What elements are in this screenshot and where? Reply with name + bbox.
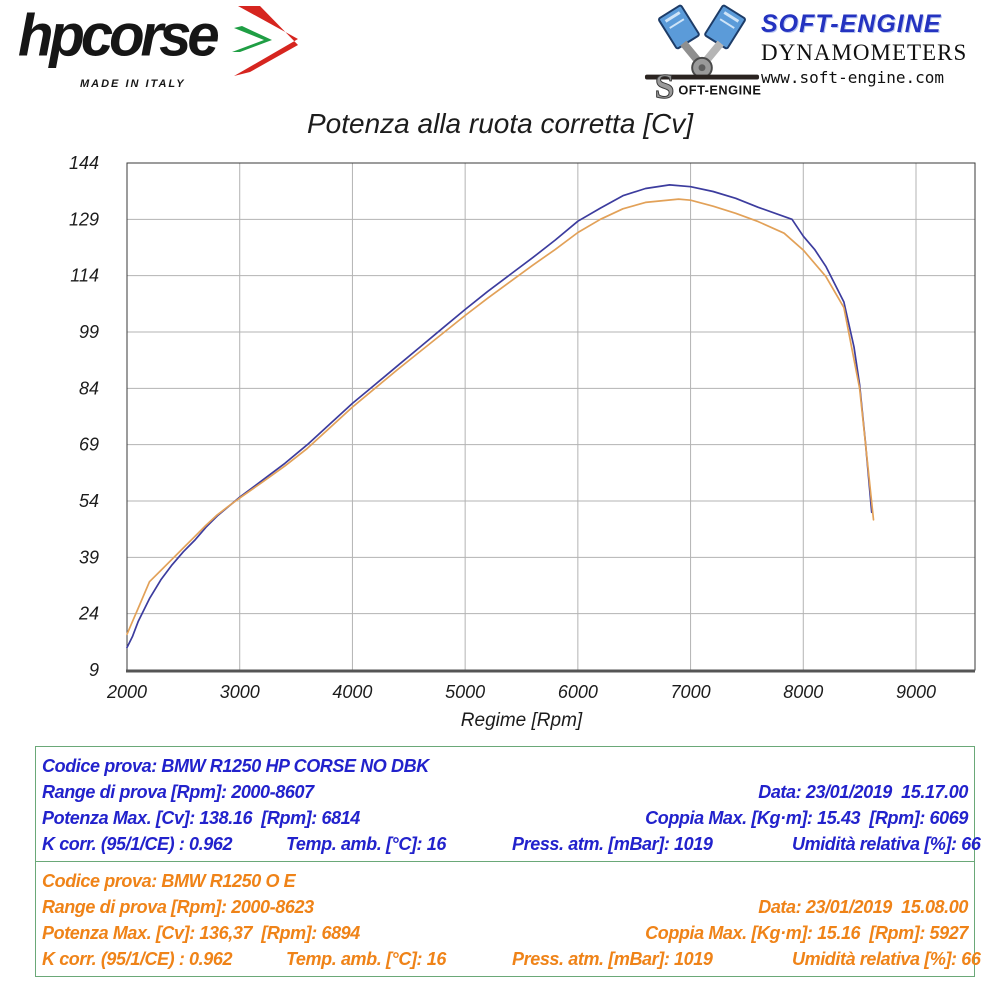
- potenza-max: Potenza Max. [Cv]: 138.16 [Rpm]: 6814: [42, 808, 360, 828]
- softengine-wordmark: SOFT-ENGINE: [761, 10, 942, 38]
- data-ora: Data: 23/01/2019 15.17.00: [758, 782, 968, 802]
- y-tick-label: 129: [69, 209, 99, 229]
- power-curve-oe: [126, 198, 875, 636]
- softengine-url: www.soft-engine.com: [761, 68, 945, 87]
- emblem-rest-label: OFT-ENGINE: [678, 82, 761, 97]
- y-tick-label: 24: [78, 604, 99, 624]
- x-tick-label: 3000: [220, 682, 260, 702]
- y-tick-label: 69: [79, 435, 99, 455]
- y-tick-label: 99: [79, 322, 99, 342]
- y-tick-label: 54: [79, 491, 99, 511]
- y-tick-label: 114: [70, 266, 99, 286]
- umidita-relativa: Umidità relativa [%]: 66: [792, 949, 981, 969]
- plot-border: [126, 162, 976, 671]
- x-tick-label: 4000: [332, 682, 372, 702]
- coppia-max: Coppia Max. [Kg·m]: 15.16 [Rpm]: 5927: [645, 923, 968, 943]
- hpcorse-arrow-icon: [231, 6, 298, 76]
- power-curve-hpcorse: [126, 184, 873, 649]
- y-tick-label: 39: [79, 547, 99, 567]
- x-tick-label: 6000: [558, 682, 598, 702]
- temp-amb: Temp. amb. [°C]: 16: [286, 834, 446, 854]
- dynamometers-label: DYNAMOMETERS: [761, 40, 968, 65]
- x-tick-label: 9000: [896, 682, 936, 702]
- range-di-prova: Range di prova [Rpm]: 2000-8607: [42, 782, 314, 802]
- y-tick-label: 84: [79, 378, 99, 398]
- engine-icon: S OFT-ENGINE: [644, 4, 761, 100]
- hpcorse-test-table: Codice prova: BMW R1250 HP CORSE NO DBK …: [35, 746, 981, 862]
- x-tick-label: 7000: [671, 682, 711, 702]
- press-atm: Press. atm. [mBar]: 1019: [512, 834, 713, 854]
- potenza-max: Potenza Max. [Cv]: 136,37 [Rpm]: 6894: [42, 923, 360, 943]
- data-ora: Data: 23/01/2019 15.08.00: [758, 897, 968, 917]
- chart-title: Potenza alla ruota corretta [Cv]: [307, 108, 693, 139]
- test-result-tables: Codice prova: BMW R1250 HP CORSE NO DBK …: [35, 746, 981, 977]
- hpcorse-logo: hpcorse MADE IN ITALY: [18, 2, 348, 101]
- umidita-relativa: Umidità relativa [%]: 66: [792, 834, 981, 854]
- temp-amb: Temp. amb. [°C]: 16: [286, 949, 446, 969]
- emblem-s-letter: S: [655, 66, 675, 100]
- codice-prova: Codice prova: BMW R1250 HP CORSE NO DBK: [42, 756, 429, 776]
- x-tick-label: 2000: [106, 682, 147, 702]
- softengine-logo: S OFT-ENGINE SOFT-ENGINE DYNAMOMETERS ww…: [643, 2, 988, 102]
- made-in-italy-label: MADE IN ITALY: [80, 78, 186, 90]
- hpcorse-wordmark: hpcorse: [18, 2, 220, 69]
- x-tick-label: 8000: [783, 682, 823, 702]
- k-corr: K corr. (95/1/CE) : 0.962: [42, 834, 233, 854]
- power-chart: 144 129 114 99 84 69 54 39 24 9 2000 3000 4000 5000 60…: [0, 140, 1000, 740]
- oe-test-table: Codice prova: BMW R1250 O E Range di pro…: [35, 861, 981, 977]
- coppia-max: Coppia Max. [Kg·m]: 15.43 [Rpm]: 6069: [645, 808, 968, 828]
- y-tick-label: 144: [69, 153, 99, 173]
- x-axis-label: Regime [Rpm]: [461, 710, 583, 731]
- press-atm: Press. atm. [mBar]: 1019: [512, 949, 713, 969]
- power-chart-svg: 144 129 114 99 84 69 54 39 24 9 2000 3000 4000 5000 60…: [69, 153, 976, 731]
- range-di-prova: Range di prova [Rpm]: 2000-8623: [42, 897, 314, 917]
- x-tick-label: 5000: [445, 682, 485, 702]
- k-corr: K corr. (95/1/CE) : 0.962: [42, 949, 233, 969]
- y-tick-label: 9: [89, 660, 99, 680]
- codice-prova: Codice prova: BMW R1250 O E: [42, 871, 296, 891]
